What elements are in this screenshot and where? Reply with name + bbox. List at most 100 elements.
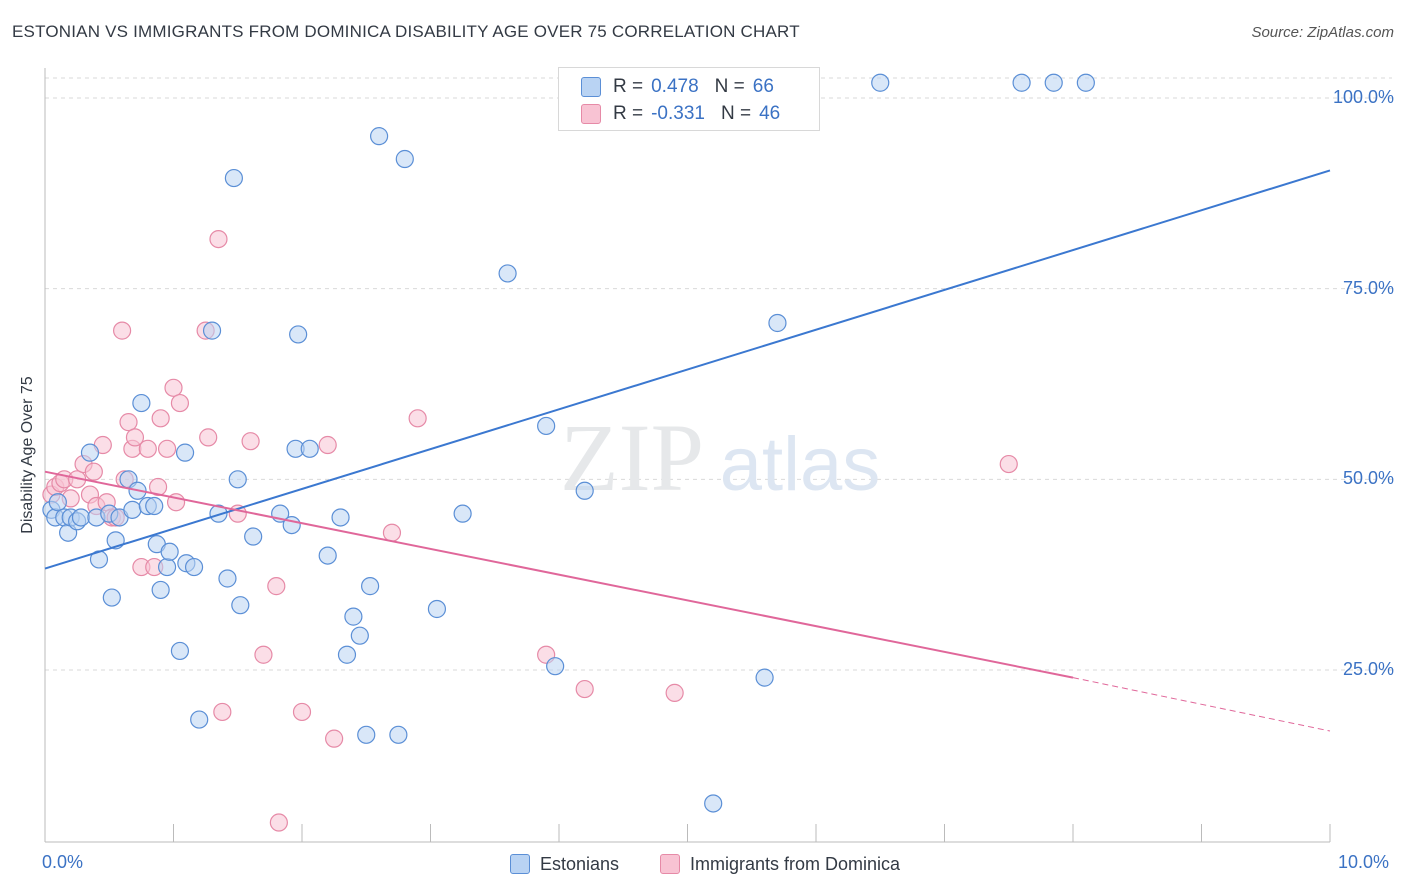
data-point-estonians bbox=[190, 710, 209, 729]
y-tick-label: 75.0% bbox=[1342, 277, 1394, 298]
data-point-estonians bbox=[170, 641, 190, 661]
data-point-dominica bbox=[292, 702, 312, 722]
source-label: Source: ZipAtlas.com bbox=[1251, 24, 1394, 41]
data-point-dominica bbox=[112, 321, 132, 340]
data-point-estonians bbox=[202, 321, 222, 340]
data-point-estonians bbox=[175, 443, 195, 462]
data-point-estonians bbox=[132, 393, 151, 413]
data-point-estonians bbox=[871, 73, 890, 92]
axis-layer bbox=[44, 68, 1331, 843]
data-point-estonians bbox=[228, 470, 247, 489]
data-point-estonians bbox=[318, 546, 337, 565]
data-point-estonians bbox=[344, 607, 363, 626]
trend-line-estonians bbox=[44, 169, 1331, 570]
data-point-estonians bbox=[1076, 73, 1095, 92]
data-point-estonians bbox=[160, 542, 179, 561]
data-point-dominica bbox=[199, 428, 218, 447]
legend-swatch-blue bbox=[581, 77, 601, 97]
chart-title: ESTONIAN VS IMMIGRANTS FROM DOMINICA DIS… bbox=[12, 22, 800, 41]
series-estonians-points bbox=[42, 73, 1095, 813]
legend-label-estonians: Estonians bbox=[540, 853, 620, 874]
data-point-dominica bbox=[209, 229, 228, 249]
data-point-dominica bbox=[382, 523, 402, 542]
y-axis-label: Disability Age Over 75 bbox=[19, 376, 36, 534]
data-point-dominica bbox=[318, 435, 337, 455]
legend-item-estonians: Estonians bbox=[510, 852, 619, 876]
legend-r-label: R = bbox=[613, 103, 644, 124]
data-point-dominica bbox=[157, 439, 177, 458]
data-point-estonians bbox=[453, 504, 472, 523]
legend-n-value: 46 bbox=[759, 103, 781, 124]
data-point-dominica bbox=[119, 413, 138, 432]
data-point-estonians bbox=[224, 168, 243, 188]
trend-line-dominica-extension bbox=[1072, 677, 1331, 732]
data-point-estonians bbox=[218, 569, 237, 588]
data-point-estonians bbox=[361, 577, 380, 596]
data-point-estonians bbox=[755, 668, 774, 687]
data-point-estonians bbox=[575, 481, 594, 500]
data-point-estonians bbox=[145, 496, 164, 516]
legend-n-value: 66 bbox=[752, 76, 774, 97]
data-point-dominica bbox=[151, 409, 170, 428]
data-point-estonians bbox=[768, 313, 787, 333]
legend-item-dominica: Immigrants from Dominica bbox=[660, 852, 900, 876]
legend-label-dominica: Immigrants from Dominica bbox=[690, 853, 901, 874]
data-point-dominica bbox=[269, 813, 288, 832]
legend-swatch-blue bbox=[510, 854, 530, 874]
data-point-dominica bbox=[164, 378, 183, 397]
data-point-dominica bbox=[254, 645, 273, 664]
grid-layer bbox=[45, 77, 1392, 671]
legend-n-label: N = bbox=[714, 76, 745, 97]
x-tick-label-max: 10.0% bbox=[1338, 852, 1390, 872]
data-point-estonians bbox=[157, 557, 177, 577]
data-point-dominica bbox=[267, 577, 286, 596]
data-point-estonians bbox=[395, 149, 414, 169]
data-point-estonians bbox=[498, 264, 517, 283]
data-point-estonians bbox=[184, 557, 204, 577]
data-point-dominica bbox=[325, 729, 344, 748]
data-point-estonians bbox=[71, 508, 91, 527]
data-point-estonians bbox=[704, 794, 723, 813]
data-point-estonians bbox=[331, 508, 350, 527]
data-point-dominica bbox=[84, 462, 103, 481]
data-point-estonians bbox=[370, 127, 389, 146]
data-point-dominica bbox=[138, 439, 157, 458]
x-tick-label-min: 0.0% bbox=[42, 852, 84, 872]
data-point-dominica bbox=[241, 432, 260, 451]
data-point-dominica bbox=[575, 679, 594, 699]
data-point-estonians bbox=[244, 527, 263, 546]
data-point-estonians bbox=[289, 325, 308, 344]
legend-r-label: R = bbox=[613, 76, 644, 97]
legend-swatch-pink bbox=[581, 104, 601, 124]
data-point-estonians bbox=[1012, 73, 1031, 92]
legend-swatch-pink bbox=[660, 854, 680, 874]
data-point-estonians bbox=[337, 645, 357, 664]
data-point-estonians bbox=[350, 626, 369, 645]
legend-n-label: N = bbox=[720, 103, 752, 124]
data-point-dominica bbox=[170, 393, 190, 413]
series-dominica-points bbox=[42, 229, 1018, 832]
data-point-estonians bbox=[300, 439, 319, 458]
data-point-estonians bbox=[357, 725, 376, 744]
legend-row-dominica: R = -0.331 N = 46 bbox=[581, 102, 780, 126]
y-tick-label: 50.0% bbox=[1342, 468, 1394, 489]
data-point-estonians bbox=[123, 500, 142, 519]
data-point-estonians bbox=[151, 580, 170, 600]
watermark: ZIP atlas bbox=[560, 404, 880, 511]
data-point-dominica bbox=[408, 409, 427, 428]
y-tick-label: 100.0% bbox=[1332, 87, 1394, 107]
data-point-estonians bbox=[80, 443, 100, 462]
legend-r-value: 0.478 bbox=[651, 76, 699, 97]
data-point-estonians bbox=[48, 493, 67, 512]
data-point-dominica bbox=[213, 702, 232, 722]
trend-line-dominica bbox=[44, 470, 1074, 679]
data-point-estonians bbox=[537, 416, 556, 436]
data-point-estonians bbox=[102, 588, 121, 607]
data-point-estonians bbox=[231, 596, 250, 615]
legend-r-value: -0.331 bbox=[651, 103, 705, 124]
data-point-dominica bbox=[148, 477, 168, 497]
data-point-estonians bbox=[1044, 73, 1063, 92]
data-point-dominica bbox=[125, 428, 145, 447]
data-point-dominica bbox=[665, 683, 684, 702]
